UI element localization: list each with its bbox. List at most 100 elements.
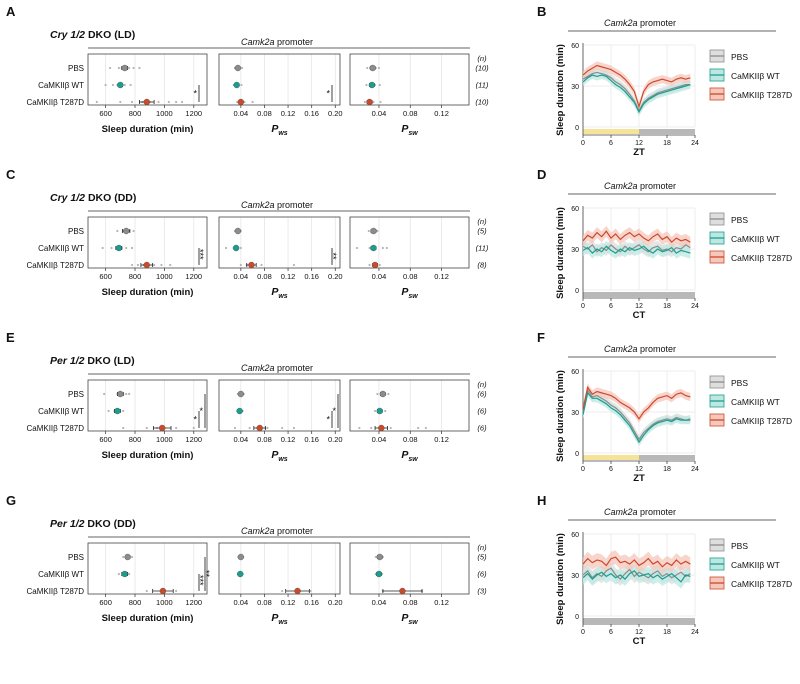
series-line [582,64,691,109]
group-label: PBS [68,227,84,236]
x-tick-label: 24 [691,303,699,310]
tick-label: 0.04 [372,272,387,281]
data-point [167,100,170,104]
data-point [387,392,390,396]
data-point [175,589,178,593]
promoter-label: Camk2a promoter [241,37,313,47]
panel-title-A: Cry 1/2 DKO (LD) [50,29,135,41]
significance-stars: *** [195,249,205,260]
group-mean [375,570,383,578]
group-mean [256,424,263,432]
plot-frame [349,216,470,269]
promoter-gene: Camk2a [604,507,638,517]
x-axis-label: Pws [271,612,287,626]
data-point [160,263,163,267]
panel-title-E: Per 1/2 DKO (LD) [50,355,135,367]
data-point [125,246,128,250]
data-point [389,426,392,430]
group-mean [124,553,131,561]
promoter-gene: Camk2a [604,18,638,28]
promoter-gene: Camk2a [604,181,638,191]
data-point [379,100,382,104]
plot-frame [349,53,470,106]
y-tick-label: 30 [571,573,579,580]
significance-stars: *** [195,575,205,586]
axis-label-sub: ws [278,293,287,300]
group-mean [117,81,124,89]
series-band [583,383,691,423]
y-axis-label: Sleep duration (min) [555,370,566,462]
data-point [117,66,120,70]
group-mean [159,424,166,432]
data-point [132,66,135,70]
panel-title-italic: Cry 1/2 [50,29,85,41]
y-tick-label: 30 [571,247,579,254]
x-tick-label: 18 [663,303,671,310]
data-point [374,555,377,559]
tick-label: 600 [99,435,112,444]
panel-letter-F: F [537,330,545,345]
x-tick-label: 0 [581,629,585,636]
axis-label-p: P [401,286,409,298]
group-mean [399,587,406,595]
y-axis-label: Sleep duration (min) [555,533,566,625]
series-band [583,564,691,589]
n-count: (11) [476,81,489,90]
data-point [128,572,131,576]
group-mean [121,64,128,72]
data-point [128,392,131,396]
y-tick-label: 60 [571,43,579,50]
data-point [355,246,359,250]
x-axis-label: Sleep duration (min) [102,613,194,624]
dark-phase-bar [583,618,695,623]
group-mean [248,261,255,269]
n-count: (10) [475,64,489,73]
data-point [111,83,115,87]
tick-label: 600 [99,109,112,118]
axis-label-sub: sw [408,456,418,463]
data-point [192,426,195,430]
x-axis-label: CT [633,310,646,321]
data-point [129,83,132,87]
data-point [180,100,184,104]
promoter-word: promoter [275,200,314,210]
n-header: (n) [477,380,487,389]
tick-label: 1000 [156,435,173,444]
promoter-word: promoter [275,37,314,47]
promoter-gene: Camk2a [241,200,275,210]
x-tick-label: 6 [609,629,613,636]
legend-label: PBS [731,215,748,225]
tick-label: 1200 [185,598,202,607]
panel-title-italic: Cry 1/2 [50,192,85,204]
group-mean [232,244,240,252]
series-band [583,225,691,248]
x-tick-label: 0 [581,466,585,473]
promoter-label: Camk2a promoter [604,181,676,191]
tick-label: 0.20 [328,435,343,444]
x-tick-label: 0 [581,303,585,310]
axis-label-sub: ws [278,130,287,137]
data-point [378,83,381,87]
y-tick-label: 60 [571,369,579,376]
series-line [582,244,691,253]
data-point [370,426,373,430]
data-point [366,66,369,70]
x-axis-label: Psw [401,286,418,300]
tick-label: 600 [99,272,112,281]
plot-frame [218,379,341,432]
panel-letter-G: G [6,493,16,508]
group-mean [143,261,150,269]
panel-title-rest: DKO (LD) [85,29,135,41]
group-mean [123,227,130,235]
legend-label: PBS [731,52,748,62]
y-tick-label: 60 [571,532,579,539]
data-point [145,589,148,593]
data-point [281,426,284,430]
n-header: (n) [477,543,487,552]
legend-label: CaMKIIβ WT [731,397,780,407]
panel-title-italic: Per 1/2 [50,355,85,367]
data-point [175,426,178,430]
tick-label: 0.12 [281,272,296,281]
tick-label: 0.12 [281,435,296,444]
promoter-label: Camk2a promoter [241,526,313,536]
